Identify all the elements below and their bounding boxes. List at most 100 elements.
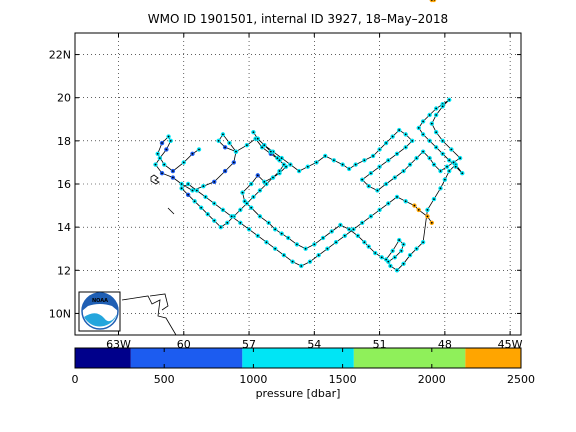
colorbar-ticks: 0 500 1000 1500 2000 2500 (72, 348, 535, 386)
profile-dot (243, 200, 246, 203)
latitude-ticks: 10N 12 14 16 18 20 22N (49, 49, 521, 320)
profile-dot (330, 230, 333, 233)
profile-dot (154, 163, 157, 166)
figure-title: WMO ID 1901501, internal ID 3927, 18–May… (148, 12, 448, 26)
profile-dot (158, 157, 161, 160)
profile-dot (241, 191, 244, 194)
profile-dot (404, 200, 407, 203)
lat-tick-label: 12 (57, 264, 71, 277)
colorbar-tick-label: 1000 (239, 373, 267, 386)
profile-dot (363, 159, 366, 162)
profile-dot (389, 265, 392, 267)
coast-island (149, 293, 169, 311)
colorbar-segment (242, 348, 354, 368)
profile-dot (391, 135, 394, 138)
profile-dot (282, 254, 285, 257)
profile-dot (441, 152, 444, 155)
profile-dot (296, 243, 298, 246)
profile-dot (219, 226, 222, 229)
profile-dot (369, 172, 372, 175)
profile-dot (226, 221, 229, 224)
colorbar-segment (465, 348, 521, 368)
profile-dot (339, 224, 342, 226)
profile-dot (161, 142, 163, 144)
profile-dot (187, 193, 190, 196)
profile-dot (235, 150, 237, 153)
profile-dot (400, 249, 403, 252)
profile-dot (250, 183, 253, 185)
profile-dot (409, 163, 411, 166)
profile-dot (230, 215, 233, 218)
profile-dot (404, 133, 407, 136)
profile-dot (206, 213, 209, 216)
profile-dot (354, 163, 357, 166)
profile-dot (411, 139, 414, 142)
logo-sky (82, 293, 118, 311)
logo-text: NOAA (92, 298, 108, 304)
profile-dot (361, 221, 364, 224)
profile-dot (435, 131, 438, 134)
profile-dot (448, 170, 451, 172)
profile-dot (228, 142, 231, 144)
profile-dot (187, 183, 190, 185)
profile-dot (239, 221, 242, 224)
profile-dot (274, 228, 277, 231)
profile-dot (446, 165, 448, 168)
profile-dot (385, 142, 388, 144)
profile-dot (304, 247, 307, 250)
profile-dot (285, 165, 287, 168)
profile-dot (182, 161, 185, 164)
profile-dot (276, 157, 279, 160)
profile-dot (163, 163, 166, 166)
profile-dot (265, 183, 268, 185)
profile-dot (435, 107, 438, 110)
profile-dot (180, 183, 183, 185)
profile-dot (259, 215, 261, 218)
profile-dot (287, 237, 290, 239)
profile-dot (217, 139, 220, 142)
colorbar-tick-label: 2000 (418, 373, 446, 386)
profile-dot (367, 245, 370, 248)
profile-dot (422, 120, 424, 123)
map-background (75, 33, 521, 335)
profile-dot (256, 174, 259, 177)
profile-dot (239, 208, 242, 211)
profile-dot (267, 221, 270, 224)
profile-dot (363, 241, 366, 244)
lat-tick-label: 14 (57, 221, 71, 234)
profile-dot (426, 215, 429, 218)
profile-dot (433, 198, 435, 201)
profile-dot (165, 148, 168, 151)
profile-dot (191, 189, 194, 192)
profile-dot (441, 105, 444, 108)
profile-dot (398, 129, 401, 131)
profile-dot (306, 165, 309, 168)
profile-dot (309, 260, 311, 263)
profile-dot (180, 187, 183, 190)
profile-dot (396, 269, 398, 272)
profile-dot (250, 206, 253, 209)
profile-dot (428, 114, 431, 116)
profile-dot (256, 234, 259, 237)
profile-dot (430, 122, 433, 125)
profile-dot (433, 163, 435, 166)
profile-dot (172, 170, 174, 172)
profile-dot (369, 215, 372, 218)
colorbar-label: pressure [dbar] (256, 387, 341, 400)
profile-points (153, 0, 465, 273)
profile-dot (402, 262, 405, 265)
profile-dot (263, 180, 266, 183)
noaa-logo: NOAA (78, 291, 121, 332)
profile-dot (156, 152, 159, 155)
profile-dot (413, 204, 416, 207)
profile-dot (398, 239, 401, 241)
profile-dot (317, 254, 320, 257)
profile-dot (322, 237, 324, 239)
profile-dot (172, 176, 174, 179)
profile-dot (435, 146, 438, 149)
profile-dot (385, 183, 388, 185)
profile-dot (280, 232, 283, 235)
profile-dot (454, 165, 457, 168)
profile-dot (332, 159, 335, 162)
